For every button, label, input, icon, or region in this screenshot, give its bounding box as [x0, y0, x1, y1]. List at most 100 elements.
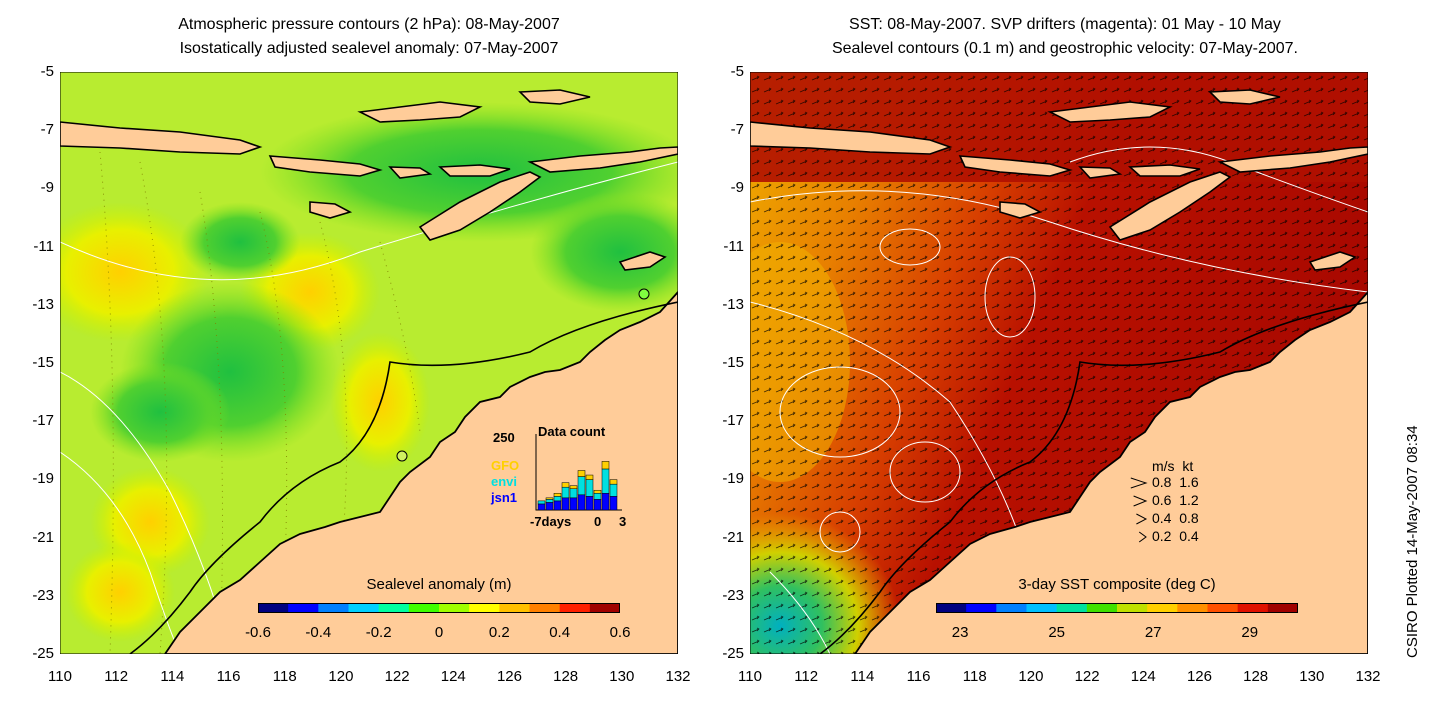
- right-lon-tick: 130: [1299, 668, 1325, 685]
- right-lat-tick: -23: [722, 586, 744, 604]
- inset-bar-gfo: [545, 497, 554, 500]
- inset-bar-gfo: [593, 489, 602, 494]
- velocity-legend-header: m/s kt: [1152, 458, 1193, 474]
- right-lon-tick: 116: [906, 668, 931, 685]
- right-colorbar-swatch: [996, 603, 1027, 613]
- inset-bar-jsn1: [553, 500, 562, 511]
- left-colorbar-swatch: [378, 603, 410, 613]
- left-lat-tick: -11: [33, 237, 54, 255]
- right-colorbar-swatch: [1237, 603, 1269, 613]
- right-colorbar-swatch: [1147, 603, 1178, 613]
- left-marker-2: [396, 450, 408, 462]
- inset-bar-gfo: [553, 493, 562, 497]
- left-lon-tick: 124: [440, 668, 466, 685]
- velocity-arrow-icon: [1133, 495, 1148, 507]
- left-colorbar-tick: 0: [434, 624, 444, 641]
- left-colorbar-swatch: [348, 603, 380, 613]
- inset-bar-jsn1: [593, 499, 602, 511]
- velocity-kt-value: 0.4: [1179, 528, 1199, 544]
- inset-xlabel-end: 3: [619, 514, 627, 529]
- left-colorbar-swatch: [318, 603, 349, 613]
- left-colorbar-tick: -0.2: [365, 624, 392, 641]
- credit-label: CSIRO Plotted 14-May-2007 08:34: [1404, 425, 1421, 658]
- left-lon-tick: 130: [609, 668, 635, 685]
- inset-bar-envi: [561, 486, 570, 499]
- right-lat-tick: -11: [723, 237, 744, 255]
- left-lat-tick: -7: [40, 121, 54, 139]
- left-colorbar-swatch: [258, 603, 289, 613]
- right-colorbar-tick: 27: [1144, 624, 1162, 641]
- inset-bar-gfo: [585, 474, 594, 480]
- right-colorbar-tick: 23: [951, 624, 969, 641]
- right-lat-tick: -7: [730, 121, 744, 139]
- right-lon-tick: 128: [1243, 668, 1269, 685]
- right-colorbar-swatch: [1086, 603, 1118, 613]
- left-lon-tick: 132: [665, 668, 691, 685]
- left-colorbar-tick: -0.4: [305, 624, 332, 641]
- inset-legend-jsn1: jsn1: [491, 490, 518, 505]
- right-lat-tick: -9: [730, 179, 744, 197]
- left-colorbar: [258, 603, 620, 613]
- right-lon-tick: 132: [1355, 668, 1381, 685]
- right-lon-tick: 118: [962, 668, 987, 685]
- velocity-kt-value: 0.8: [1179, 510, 1199, 526]
- left-lon-tick: 114: [160, 668, 185, 685]
- inset-xlabel-zero: 0: [594, 514, 602, 529]
- right-lat-tick: -21: [722, 528, 744, 546]
- right-colorbar-swatch: [1177, 603, 1208, 613]
- inset-bar-envi: [553, 496, 562, 502]
- left-lat-tick: -9: [40, 179, 54, 197]
- left-colorbar-title: Sealevel anomaly (m): [366, 576, 512, 593]
- right-lon-tick: 114: [850, 668, 875, 685]
- left-lon-tick: 128: [553, 668, 579, 685]
- inset-legend-envi: envi: [491, 474, 518, 489]
- inset-bar-gfo: [577, 470, 586, 477]
- inset-bar-jsn1: [577, 494, 586, 511]
- right-australia: [853, 290, 1368, 654]
- right-lat-tick: -13: [722, 295, 744, 313]
- right-lon-tick: 112: [794, 668, 819, 685]
- inset-bar-jsn1: [601, 493, 610, 511]
- velocity-arrow-icon: [1138, 531, 1147, 543]
- velocity-ms-value: 0.2: [1152, 528, 1172, 544]
- inset-bar-jsn1: [537, 503, 546, 511]
- right-colorbar-swatch: [1207, 603, 1239, 613]
- inset-bar-gfo: [569, 485, 578, 489]
- right-lon-tick: 126: [1186, 668, 1212, 685]
- inset-title: Data count: [538, 424, 606, 439]
- inset-bar-envi: [609, 483, 618, 497]
- inset-bar-gfo: [601, 461, 610, 470]
- right-colorbar: [936, 603, 1298, 613]
- inset-bar-envi: [577, 476, 586, 496]
- left-lon-tick: 112: [104, 668, 129, 685]
- velocity-kt-value: 1.2: [1179, 492, 1199, 508]
- inset-ylabel: 250: [493, 430, 515, 445]
- left-colorbar-tick: 0.4: [549, 624, 571, 641]
- velocity-legend-row: 0.4 0.8: [1152, 510, 1199, 526]
- left-colorbar-tick: -0.6: [245, 624, 271, 641]
- left-colorbar-swatch: [499, 603, 530, 613]
- right-lat-tick: -19: [722, 470, 744, 488]
- right-islands: [750, 89, 1368, 271]
- right-map: [750, 72, 1368, 654]
- left-lat-tick: -21: [32, 528, 54, 546]
- right-colorbar-tick: 25: [1048, 624, 1065, 641]
- left-map: [60, 72, 678, 654]
- left-lat-tick: -19: [32, 470, 54, 488]
- left-colorbar-swatch: [529, 603, 561, 613]
- velocity-legend-row: 0.6 1.2: [1152, 492, 1199, 508]
- right-lat-tick: -25: [722, 645, 744, 662]
- left-colorbar-swatch: [559, 603, 591, 613]
- right-title-line2: Sealevel contours (0.1 m) and geostrophi…: [831, 40, 1298, 57]
- right-title-line1: SST: 08-May-2007. SVP drifters (magenta)…: [849, 16, 1281, 33]
- left-lon-tick: 110: [48, 668, 72, 685]
- right-lon-tick: 122: [1074, 668, 1100, 685]
- inset-bar-jsn1: [569, 497, 578, 511]
- right-lat-tick: -15: [722, 354, 744, 371]
- left-islands: [60, 89, 678, 271]
- inset-bar-envi: [601, 468, 610, 494]
- left-lon-tick: 126: [496, 668, 522, 685]
- left-title-line1: Atmospheric pressure contours (2 hPa): 0…: [178, 16, 560, 33]
- velocity-ms-value: 0.6: [1152, 492, 1172, 508]
- right-colorbar-swatch: [1026, 603, 1058, 613]
